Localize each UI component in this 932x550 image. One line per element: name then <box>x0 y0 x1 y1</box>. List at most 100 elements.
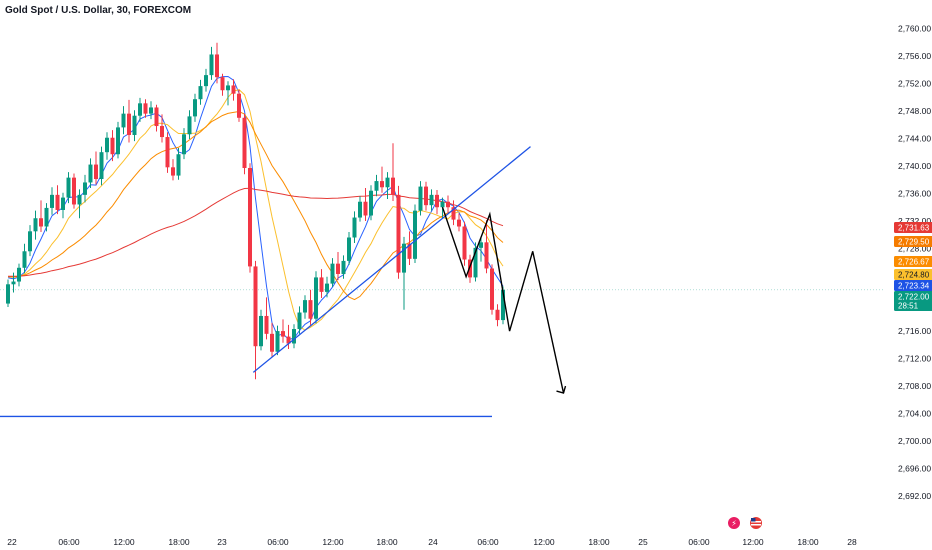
candle <box>72 177 76 205</box>
candle <box>330 263 335 284</box>
price-tag <box>894 280 932 291</box>
price-tag-label: 2,723.34 <box>898 282 930 291</box>
y-tick-label: 2,708.00 <box>898 381 931 391</box>
candle <box>402 243 406 273</box>
y-tick-label: 2,740.00 <box>898 161 931 171</box>
candle <box>468 259 472 278</box>
candle <box>319 277 324 292</box>
y-tick-label: 2,732.00 <box>898 216 931 226</box>
candle <box>490 268 494 310</box>
price-tag <box>894 291 932 302</box>
candle <box>473 247 478 278</box>
x-axis[interactable]: 22 06:00 12:00 18:00 23 06:00 12:00 18:00 24 06:0… <box>7 537 857 547</box>
candle <box>204 75 208 87</box>
candle <box>220 77 225 91</box>
candle <box>440 201 445 208</box>
arrowhead <box>556 385 567 394</box>
x-tick-label: 06:00 <box>477 537 499 547</box>
x-tick-label: 12:00 <box>533 537 555 547</box>
candle <box>132 115 137 135</box>
y-tick-label: 2,712.00 <box>898 354 931 364</box>
candle <box>215 54 219 78</box>
candle <box>352 217 357 238</box>
candle <box>242 117 247 169</box>
price-tag-label: 2,724.80 <box>898 271 930 280</box>
candle <box>418 186 423 211</box>
candle <box>495 309 500 321</box>
candle <box>182 134 186 155</box>
candle <box>391 177 395 195</box>
candle <box>116 127 120 155</box>
candle <box>429 194 434 206</box>
candle <box>6 284 10 304</box>
candle <box>407 243 412 259</box>
price-tag-label: 2,722.00 <box>898 293 930 302</box>
candle <box>105 137 109 153</box>
y-tick-label: 2,736.00 <box>898 188 931 198</box>
candle <box>83 182 87 195</box>
price-tag <box>894 300 932 311</box>
flag-stripe <box>751 524 761 526</box>
candle <box>11 281 16 285</box>
candle <box>259 315 263 347</box>
candle <box>264 315 269 334</box>
candle <box>121 113 126 128</box>
candle <box>226 85 230 91</box>
candle <box>314 277 318 319</box>
candle <box>413 210 417 259</box>
candle <box>336 263 340 274</box>
candle <box>198 86 203 100</box>
dividend-event-icon[interactable] <box>728 517 740 529</box>
candle <box>77 194 82 205</box>
candle <box>363 201 368 216</box>
candle <box>385 177 390 188</box>
y-tick-label: 2,744.00 <box>898 133 931 143</box>
candle <box>110 137 115 155</box>
candle <box>358 201 362 218</box>
candles <box>6 42 505 380</box>
candle <box>281 331 285 337</box>
trendline[interactable] <box>252 146 531 373</box>
x-tick-label: 06:00 <box>688 537 710 547</box>
x-tick-label: 18:00 <box>797 537 819 547</box>
x-tick-label: 12:00 <box>322 537 344 547</box>
candle <box>39 218 43 227</box>
candle <box>231 85 236 94</box>
candle <box>44 207 49 227</box>
x-tick-label: 28 <box>847 537 857 547</box>
candle <box>22 251 27 268</box>
x-tick-label: 22 <box>7 537 17 547</box>
candle <box>160 126 164 138</box>
price-tag-label: 2,726.67 <box>898 258 930 267</box>
price-tags: 2,731.63 2,729.50 2,726.67 2,724.80 2,723.34… <box>894 222 932 311</box>
candle <box>253 266 258 347</box>
projection-zigzag[interactable] <box>441 206 565 394</box>
candle <box>308 300 313 319</box>
candle <box>50 194 54 208</box>
x-tick-label: 12:00 <box>742 537 764 547</box>
flag-stripe <box>751 521 761 523</box>
candle <box>209 54 214 76</box>
price-tag <box>894 236 932 247</box>
x-tick-label: 23 <box>217 537 227 547</box>
candle <box>479 242 483 248</box>
candle <box>484 242 489 269</box>
y-tick-label: 2,752.00 <box>898 78 931 88</box>
price-tag <box>894 222 932 233</box>
y-tick-label: 2,692.00 <box>898 491 931 501</box>
flag-canton <box>751 518 756 522</box>
candle <box>154 107 159 127</box>
candle <box>138 103 142 116</box>
y-tick-label: 2,716.00 <box>898 326 931 336</box>
price-tag-label: 2,731.63 <box>898 224 930 233</box>
candle <box>501 289 505 321</box>
candle <box>275 331 280 352</box>
x-tick-label: 12:00 <box>113 537 135 547</box>
candle <box>248 168 252 267</box>
candle <box>380 181 384 188</box>
candle <box>270 333 274 352</box>
candle <box>33 218 38 232</box>
candle <box>127 113 131 135</box>
candle <box>143 103 148 114</box>
